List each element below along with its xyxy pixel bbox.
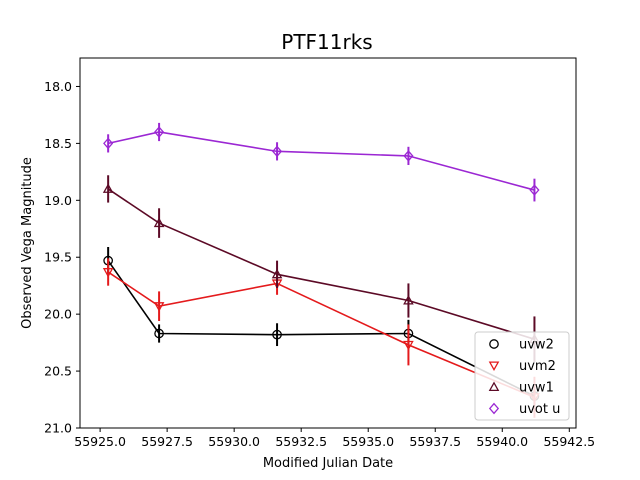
x-tick-label: 55935.0 — [342, 434, 394, 449]
x-axis-label: Modified Julian Date — [263, 456, 393, 471]
data-point — [271, 145, 283, 158]
data-point — [403, 340, 414, 351]
legend-box — [474, 331, 570, 421]
y-axis-label: Observed Vega Magnitude — [20, 157, 35, 329]
data-point — [102, 268, 114, 278]
data-point — [272, 329, 282, 340]
x-tick-label: 55942.5 — [543, 434, 595, 449]
data-point — [403, 150, 414, 162]
y-tick-label: 18.5 — [44, 136, 72, 151]
y-tick-label: 20.0 — [44, 307, 72, 322]
y-tick-label: 21.0 — [44, 421, 72, 436]
chart-title: PTF11rks — [281, 30, 372, 54]
data-point — [403, 294, 414, 305]
legend-label: uvot u — [519, 402, 560, 417]
legend-label: uvw2 — [519, 338, 554, 353]
series-layer — [102, 122, 540, 418]
data-point — [154, 126, 165, 138]
x-axis: 55925.0 55927.5 55930.0 55932.5 55935.0 55937… — [74, 428, 595, 449]
data-point — [529, 184, 540, 196]
y-tick-label: 18.0 — [44, 79, 72, 94]
legend-marker — [488, 361, 500, 372]
x-tick-label: 55925.0 — [74, 434, 126, 449]
y-axis: 18.0 18.5 19.0 19.5 20.0 20.5 21.0 — [44, 79, 80, 436]
data-point — [102, 183, 114, 193]
x-tick-label: 55930.0 — [208, 434, 260, 449]
data-point — [153, 217, 165, 228]
x-tick-label: 55927.5 — [141, 434, 193, 449]
x-tick-label: 55940.0 — [476, 434, 528, 449]
y-tick-label: 19.0 — [44, 193, 72, 208]
data-point — [103, 137, 114, 150]
data-point — [154, 328, 164, 339]
x-tick-label: 55932.5 — [275, 434, 327, 449]
x-tick-label: 55937.5 — [409, 434, 461, 449]
data-point — [153, 302, 165, 312]
legend-marker — [488, 402, 500, 415]
y-tick-label: 20.5 — [44, 364, 72, 379]
legend-label: uvm2 — [519, 359, 556, 374]
y-tick-label: 19.5 — [44, 250, 72, 265]
plot-frame — [79, 57, 577, 429]
data-point — [271, 268, 283, 279]
series-uvot-u — [103, 122, 540, 202]
legend-label: uvw1 — [519, 381, 554, 396]
legend-marker — [489, 339, 499, 349]
legend-marker — [488, 381, 500, 392]
legend: uvw2 uvm2 uvw1 uvot u — [474, 331, 570, 421]
